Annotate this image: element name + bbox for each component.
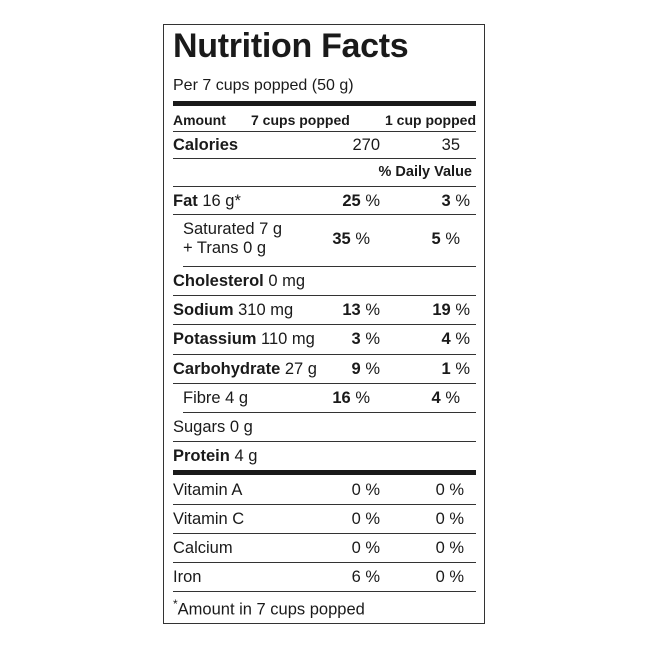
percent-col2: 3 % (441, 192, 470, 210)
calories-row: Calories 270 35 (173, 131, 476, 159)
thick-divider (173, 470, 476, 475)
footnote: *Amount in 7 cups popped (173, 597, 365, 620)
calories-col1: 270 (352, 136, 380, 154)
nutrient-amount: 0 mg (268, 272, 306, 290)
nutrient-row: Protein 4 g (173, 442, 476, 470)
nutrient-amount: 110 mg (261, 330, 315, 348)
percent-col2: 4 % (431, 389, 460, 407)
nutrient-amount: 27 g (284, 360, 317, 378)
percent-col1: 16 % (332, 389, 370, 407)
vitamin-name: Vitamin A (173, 481, 243, 499)
label-title: Nutrition Facts (173, 27, 409, 65)
percent-col1: 9 % (351, 360, 380, 378)
thick-divider (173, 101, 476, 106)
vitamin-name: Iron (173, 568, 202, 586)
nutrient-name: Carbohydrate 27 g (173, 360, 317, 379)
nutrient-name: Cholesterol 0 mg (173, 272, 305, 291)
percent-col1: 35 % (332, 230, 370, 248)
vitamin-col1: 0 % (351, 539, 380, 557)
nutrient-label: Protein (173, 447, 230, 465)
daily-value-header: % Daily Value (173, 159, 476, 187)
nutrient-name: Fibre 4 g (183, 389, 248, 408)
vitamin-row: Calcium 0 % 0 % (173, 534, 476, 563)
calories-col2: 35 (441, 136, 460, 154)
percent-col2: 1 % (441, 360, 470, 378)
vitamin-col2: 0 % (435, 539, 464, 557)
nutrient-row: Saturated 7 g + Trans 0 g 35 % 5 % (183, 215, 476, 267)
nutrient-row: Fat 16 g* 25 % 3 % (173, 187, 476, 215)
percent-col2: 19 % (432, 301, 470, 319)
nutrient-label: Cholesterol (173, 272, 264, 290)
vitamin-col1: 0 % (351, 510, 380, 528)
nutrient-row: Sugars 0 g (173, 413, 476, 442)
nutrient-label: Sugars 0 g (173, 418, 253, 436)
nutrient-name: Fat 16 g* (173, 192, 241, 211)
percent-col2: 4 % (441, 330, 470, 348)
vitamin-name: Vitamin C (173, 510, 245, 528)
col1-header: 7 cups popped (251, 112, 350, 128)
nutrient-row: Potassium 110 mg 3 % 4 % (173, 325, 476, 355)
daily-value-label: % Daily Value (378, 164, 473, 180)
vitamin-name: Calcium (173, 539, 233, 557)
nutrient-name: Saturated 7 g + Trans 0 g (183, 220, 282, 258)
nutrition-facts-label: Nutrition Facts Per 7 cups popped (50 g)… (163, 24, 485, 624)
nutrient-label-line2: + Trans 0 g (183, 239, 267, 257)
calories-label: Calories (173, 136, 239, 154)
nutrient-name: Sugars 0 g (173, 418, 253, 437)
vitamin-col2: 0 % (435, 568, 464, 586)
nutrient-label: Fibre 4 g (183, 389, 249, 407)
nutrient-amount: 310 mg (238, 301, 294, 319)
nutrient-amount: 16 g* (202, 192, 241, 210)
vitamin-row: Iron 6 % 0 % (173, 563, 476, 592)
vitamin-row: Vitamin C 0 % 0 % (173, 505, 476, 534)
footnote-mark: * (173, 597, 178, 611)
vitamin-col1: 6 % (351, 568, 380, 586)
nutrient-row: Fibre 4 g 16 % 4 % (183, 384, 476, 413)
nutrient-label: Saturated 7 g (183, 220, 283, 238)
vitamin-col1: 0 % (351, 481, 380, 499)
nutrient-row: Cholesterol 0 mg (173, 267, 476, 296)
vitamin-col2: 0 % (435, 481, 464, 499)
nutrient-label: Fat (173, 192, 198, 210)
nutrient-label: Carbohydrate (173, 360, 281, 378)
nutrient-name: Protein 4 g (173, 447, 257, 466)
amount-header: Amount 7 cups popped 1 cup popped (173, 109, 476, 132)
nutrient-name: Potassium 110 mg (173, 330, 315, 349)
serving-size: Per 7 cups popped (50 g) (173, 77, 354, 94)
nutrient-row: Sodium 310 mg 13 % 19 % (173, 296, 476, 325)
col2-header: 1 cup popped (385, 112, 476, 128)
nutrient-label: Sodium (173, 301, 234, 319)
nutrient-name: Sodium 310 mg (173, 301, 293, 320)
percent-col1: 13 % (342, 301, 380, 319)
percent-col2: 5 % (431, 230, 460, 248)
nutrient-amount: 4 g (234, 447, 258, 465)
percent-col1: 3 % (351, 330, 380, 348)
footnote-text: Amount in 7 cups popped (177, 600, 365, 619)
nutrient-row: Carbohydrate 27 g 9 % 1 % (173, 355, 476, 384)
amount-label: Amount (173, 112, 226, 128)
percent-col1: 25 % (342, 192, 380, 210)
vitamin-row: Vitamin A 0 % 0 % (173, 476, 476, 505)
nutrient-label: Potassium (173, 330, 257, 348)
vitamin-col2: 0 % (435, 510, 464, 528)
